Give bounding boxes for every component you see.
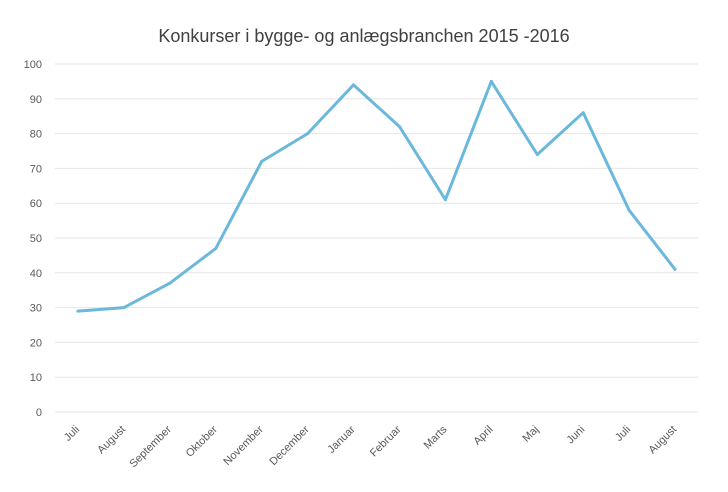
y-tick-label: 30	[30, 303, 42, 315]
x-tick-label: Juni	[565, 424, 588, 447]
data-point	[397, 125, 401, 129]
x-tick-label: Januar	[325, 423, 358, 456]
x-tick-label: Juli	[613, 424, 633, 444]
data-point	[627, 208, 631, 212]
y-tick-label: 80	[30, 129, 42, 141]
y-tick-label: 90	[30, 94, 42, 106]
x-tick-label: August	[95, 424, 128, 457]
data-point	[76, 309, 80, 313]
y-tick-label: 10	[30, 372, 42, 384]
data-point	[352, 83, 356, 87]
y-tick-label: 40	[30, 268, 42, 280]
chart-title: Konkurser i bygge- og anlægsbranchen 201…	[158, 26, 570, 46]
data-point	[535, 152, 539, 156]
data-point	[489, 79, 493, 83]
x-tick-label: Februar	[368, 423, 404, 459]
x-tick-label: Marts	[422, 423, 450, 451]
data-point	[122, 306, 126, 310]
y-tick-label: 100	[24, 59, 42, 71]
y-axis-ticks: 0 10 20 30 40 50 60 70 80 90 100	[24, 59, 42, 419]
data-point	[581, 111, 585, 115]
x-axis-ticks: Juli August September Oktober November Decemb…	[62, 423, 679, 470]
data-point	[443, 198, 447, 202]
x-tick-label: Oktober	[184, 423, 220, 459]
x-tick-label: November	[221, 423, 266, 468]
data-point	[260, 159, 264, 163]
x-tick-label: August	[646, 424, 679, 457]
y-tick-label: 20	[30, 337, 42, 349]
x-tick-label: Maj	[520, 424, 541, 445]
series	[76, 79, 677, 313]
data-point	[214, 246, 218, 250]
y-tick-label: 0	[36, 407, 42, 419]
data-point	[673, 267, 677, 271]
series-line	[76, 79, 677, 313]
data-point	[168, 281, 172, 285]
y-tick-label: 50	[30, 233, 42, 245]
x-tick-label: December	[267, 423, 312, 468]
x-tick-label: April	[471, 424, 495, 448]
x-tick-label: September	[127, 423, 174, 470]
y-tick-label: 60	[30, 198, 42, 210]
y-tick-label: 70	[30, 163, 42, 175]
gridlines	[55, 63, 698, 413]
data-point	[306, 132, 310, 136]
x-tick-label: Juli	[62, 424, 82, 444]
